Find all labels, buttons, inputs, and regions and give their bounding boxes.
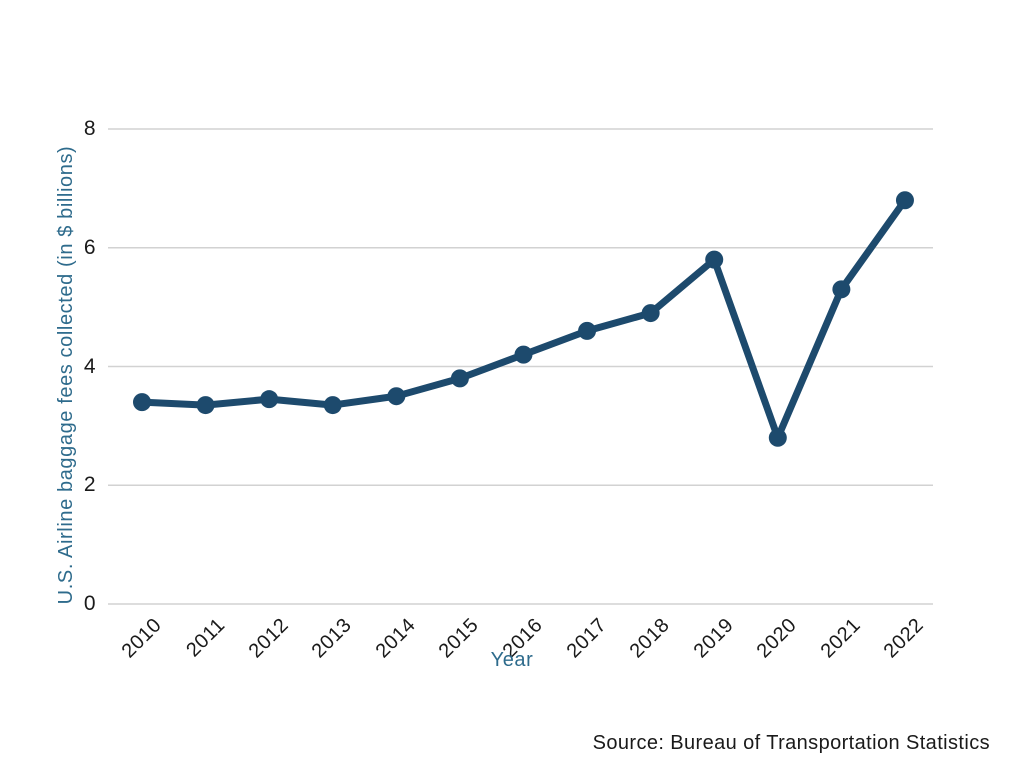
data-point-markers	[133, 191, 914, 447]
source-note: Source: Bureau of Transportation Statist…	[592, 732, 990, 754]
y-tick-label-4: 4	[83, 354, 96, 378]
y-tick-label-8: 8	[83, 117, 96, 140]
series-line	[138, 196, 909, 442]
y-tick-label-6: 6	[83, 235, 96, 259]
data-point-2020	[768, 428, 787, 447]
data-point-2019	[705, 250, 724, 269]
x-axis-title: Year	[490, 649, 534, 671]
data-point-2017	[578, 321, 597, 340]
gridlines	[108, 128, 933, 605]
data-point-2011	[196, 396, 215, 415]
data-point-2021	[832, 280, 851, 299]
y-tick-label-2: 2	[83, 473, 96, 497]
data-point-2012	[260, 390, 279, 409]
data-point-2014	[387, 387, 406, 406]
data-point-2018	[641, 304, 660, 323]
baggage-fees-series-line	[138, 196, 909, 442]
data-point-2016	[514, 345, 533, 364]
y-tick-label-0: 0	[83, 592, 96, 615]
y-axis-title: U.S. Airline baggage fees collected (in …	[55, 145, 77, 605]
data-point-2010	[133, 393, 151, 412]
data-point-2015	[450, 369, 469, 388]
data-point-2013	[323, 396, 342, 415]
data-point-2022	[895, 191, 914, 210]
